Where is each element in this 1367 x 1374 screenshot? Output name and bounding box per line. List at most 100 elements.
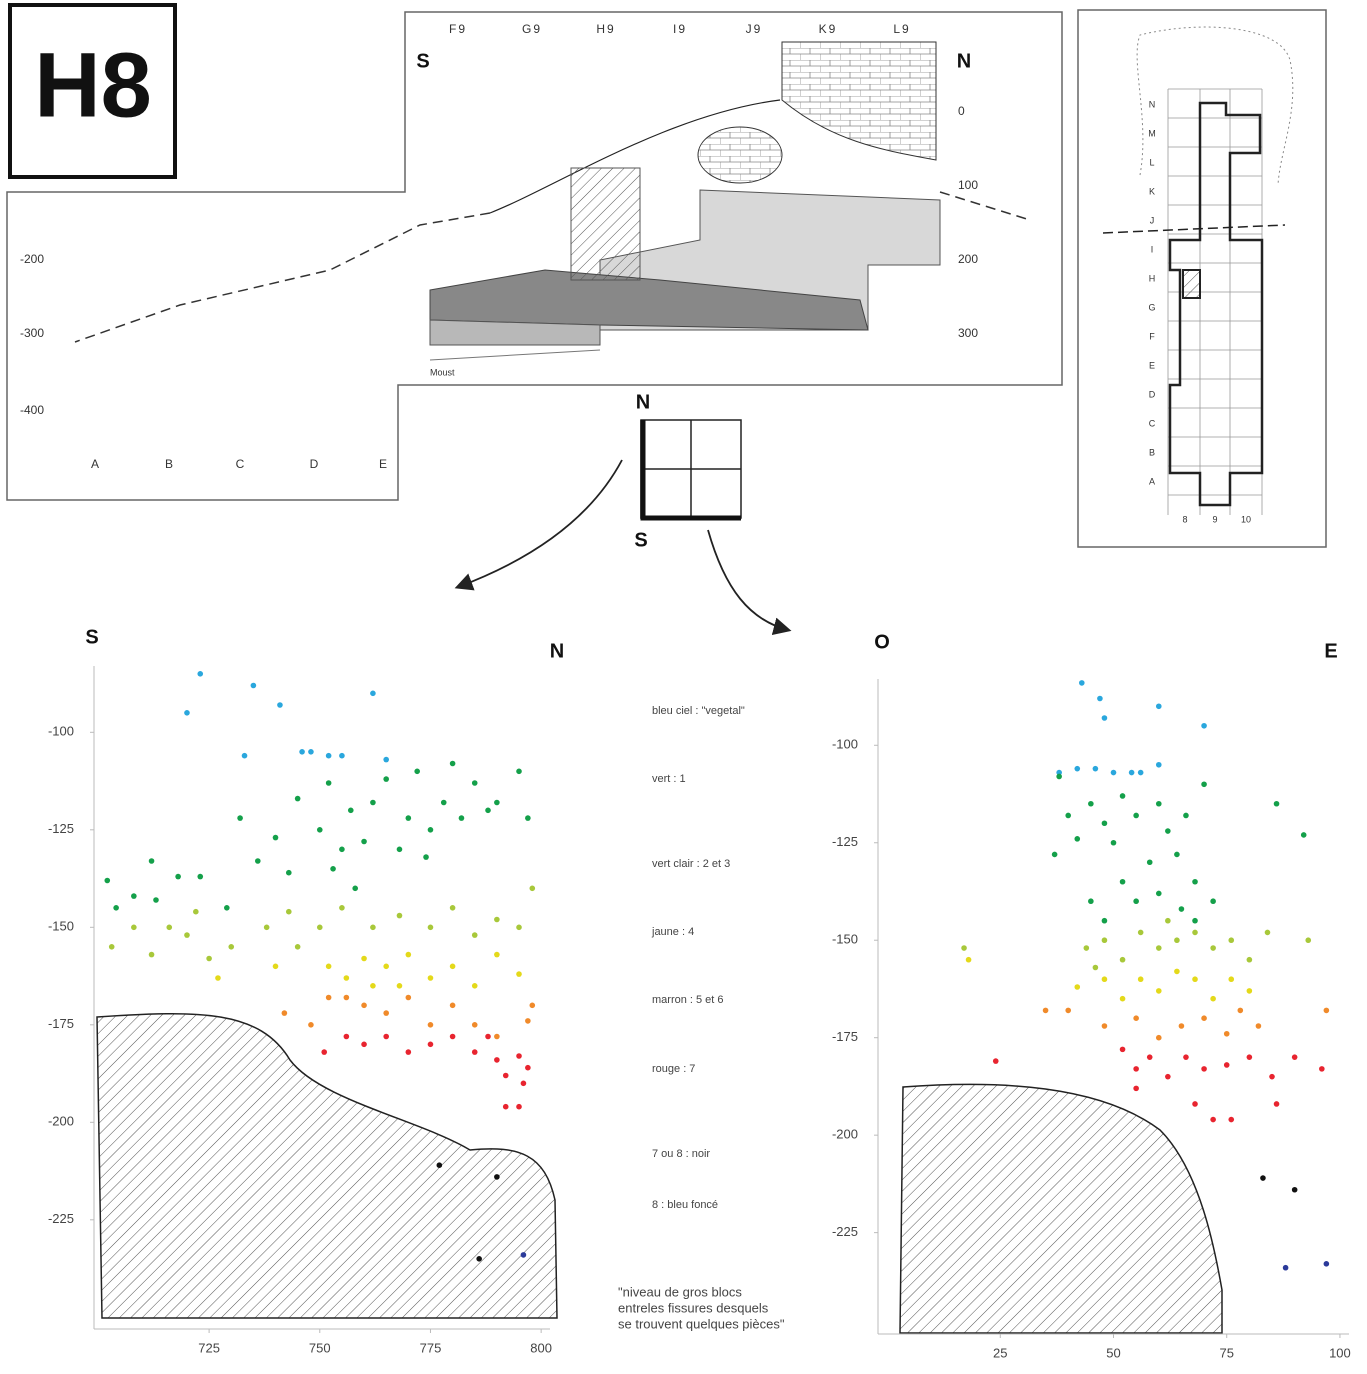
legend-entry: marron : 5 et 6 [652, 994, 724, 1006]
point [316, 827, 323, 833]
y-tick-label: -225 [832, 1224, 858, 1239]
point [361, 838, 367, 845]
point [1137, 929, 1144, 936]
plan-row-label: B [1149, 447, 1155, 457]
direction-label: S [416, 50, 429, 72]
legend-entry: bleu ciel : "vegetal" [652, 705, 745, 717]
hatched-zone [899, 1083, 1223, 1334]
point [1210, 995, 1216, 1002]
point [1065, 1007, 1072, 1014]
plan-frame [1077, 9, 1327, 548]
y-tick-label: -100 [48, 724, 74, 739]
point [272, 834, 279, 841]
point [1246, 988, 1253, 994]
point [1305, 937, 1312, 944]
point [197, 671, 204, 677]
point [184, 932, 190, 938]
point [427, 827, 434, 833]
point [1101, 937, 1108, 944]
point [1155, 890, 1162, 897]
point [1246, 956, 1253, 963]
point [1119, 878, 1126, 885]
point [1228, 976, 1235, 983]
point [1260, 1175, 1266, 1181]
legend-entry: 7 ou 8 : noir [652, 1148, 710, 1160]
point [325, 963, 332, 970]
point [1146, 859, 1153, 866]
point [343, 975, 350, 981]
point [206, 955, 212, 962]
point [471, 1022, 478, 1028]
legend-entry: rouge : 7 [652, 1063, 695, 1075]
point [352, 885, 359, 892]
y-tick-label: -175 [832, 1029, 858, 1044]
point [436, 1162, 443, 1168]
point [1223, 1030, 1230, 1037]
square-letter: C [236, 457, 245, 471]
excavation-outline [1168, 101, 1264, 507]
arrow [454, 459, 623, 591]
point [361, 1002, 367, 1009]
layer-note: Moust [430, 367, 455, 377]
point [1174, 968, 1180, 975]
point [1300, 832, 1307, 838]
point [405, 994, 412, 1001]
point [516, 924, 522, 931]
depth-label: -400 [20, 403, 44, 417]
point [516, 1053, 522, 1059]
square-letter: D [310, 457, 319, 471]
point [339, 905, 345, 911]
y-tick-label: -100 [832, 737, 858, 752]
point [449, 963, 456, 970]
ground-dash [939, 191, 1031, 221]
x-tick-label: 800 [530, 1340, 552, 1355]
point [361, 955, 367, 962]
point [1174, 851, 1180, 858]
point [502, 1072, 509, 1079]
point [427, 924, 434, 931]
y-tick-label: -150 [832, 932, 858, 947]
point [330, 866, 336, 872]
point [1110, 769, 1117, 776]
point [1228, 1116, 1235, 1123]
point [1282, 1264, 1289, 1271]
point [228, 944, 235, 950]
point [992, 1058, 999, 1064]
point [321, 1049, 328, 1055]
point [1174, 937, 1180, 944]
plan-row-label: D [1149, 389, 1156, 399]
point [516, 1103, 522, 1110]
compass-north: N [636, 391, 650, 413]
point [370, 924, 376, 931]
point [1133, 1015, 1139, 1021]
legend-entry: vert clair : 2 et 3 [652, 858, 730, 870]
point [516, 971, 522, 977]
point [1210, 945, 1216, 951]
section-line [1102, 224, 1286, 234]
point [471, 983, 478, 989]
point [343, 1033, 350, 1040]
boulder [697, 126, 783, 184]
grid-label: G9 [522, 22, 542, 36]
y-tick-label: -200 [48, 1114, 74, 1129]
y-tick-label: -225 [48, 1211, 74, 1226]
point [396, 983, 403, 989]
plan-row-label: I [1151, 244, 1154, 254]
point [241, 752, 248, 759]
ground-dash [74, 212, 491, 343]
plan-col-label: 10 [1241, 514, 1251, 524]
point [405, 815, 412, 821]
point [1183, 1054, 1189, 1060]
point [1223, 1062, 1230, 1068]
point [383, 776, 389, 782]
point [108, 944, 115, 950]
point [272, 963, 279, 970]
point [197, 873, 204, 880]
point [427, 1022, 434, 1028]
x-tick-label: 775 [420, 1340, 442, 1355]
corner-label: O [874, 631, 890, 653]
point [1210, 898, 1216, 905]
plan-row-label: G [1148, 302, 1155, 312]
point [449, 905, 456, 911]
point [1119, 793, 1126, 799]
